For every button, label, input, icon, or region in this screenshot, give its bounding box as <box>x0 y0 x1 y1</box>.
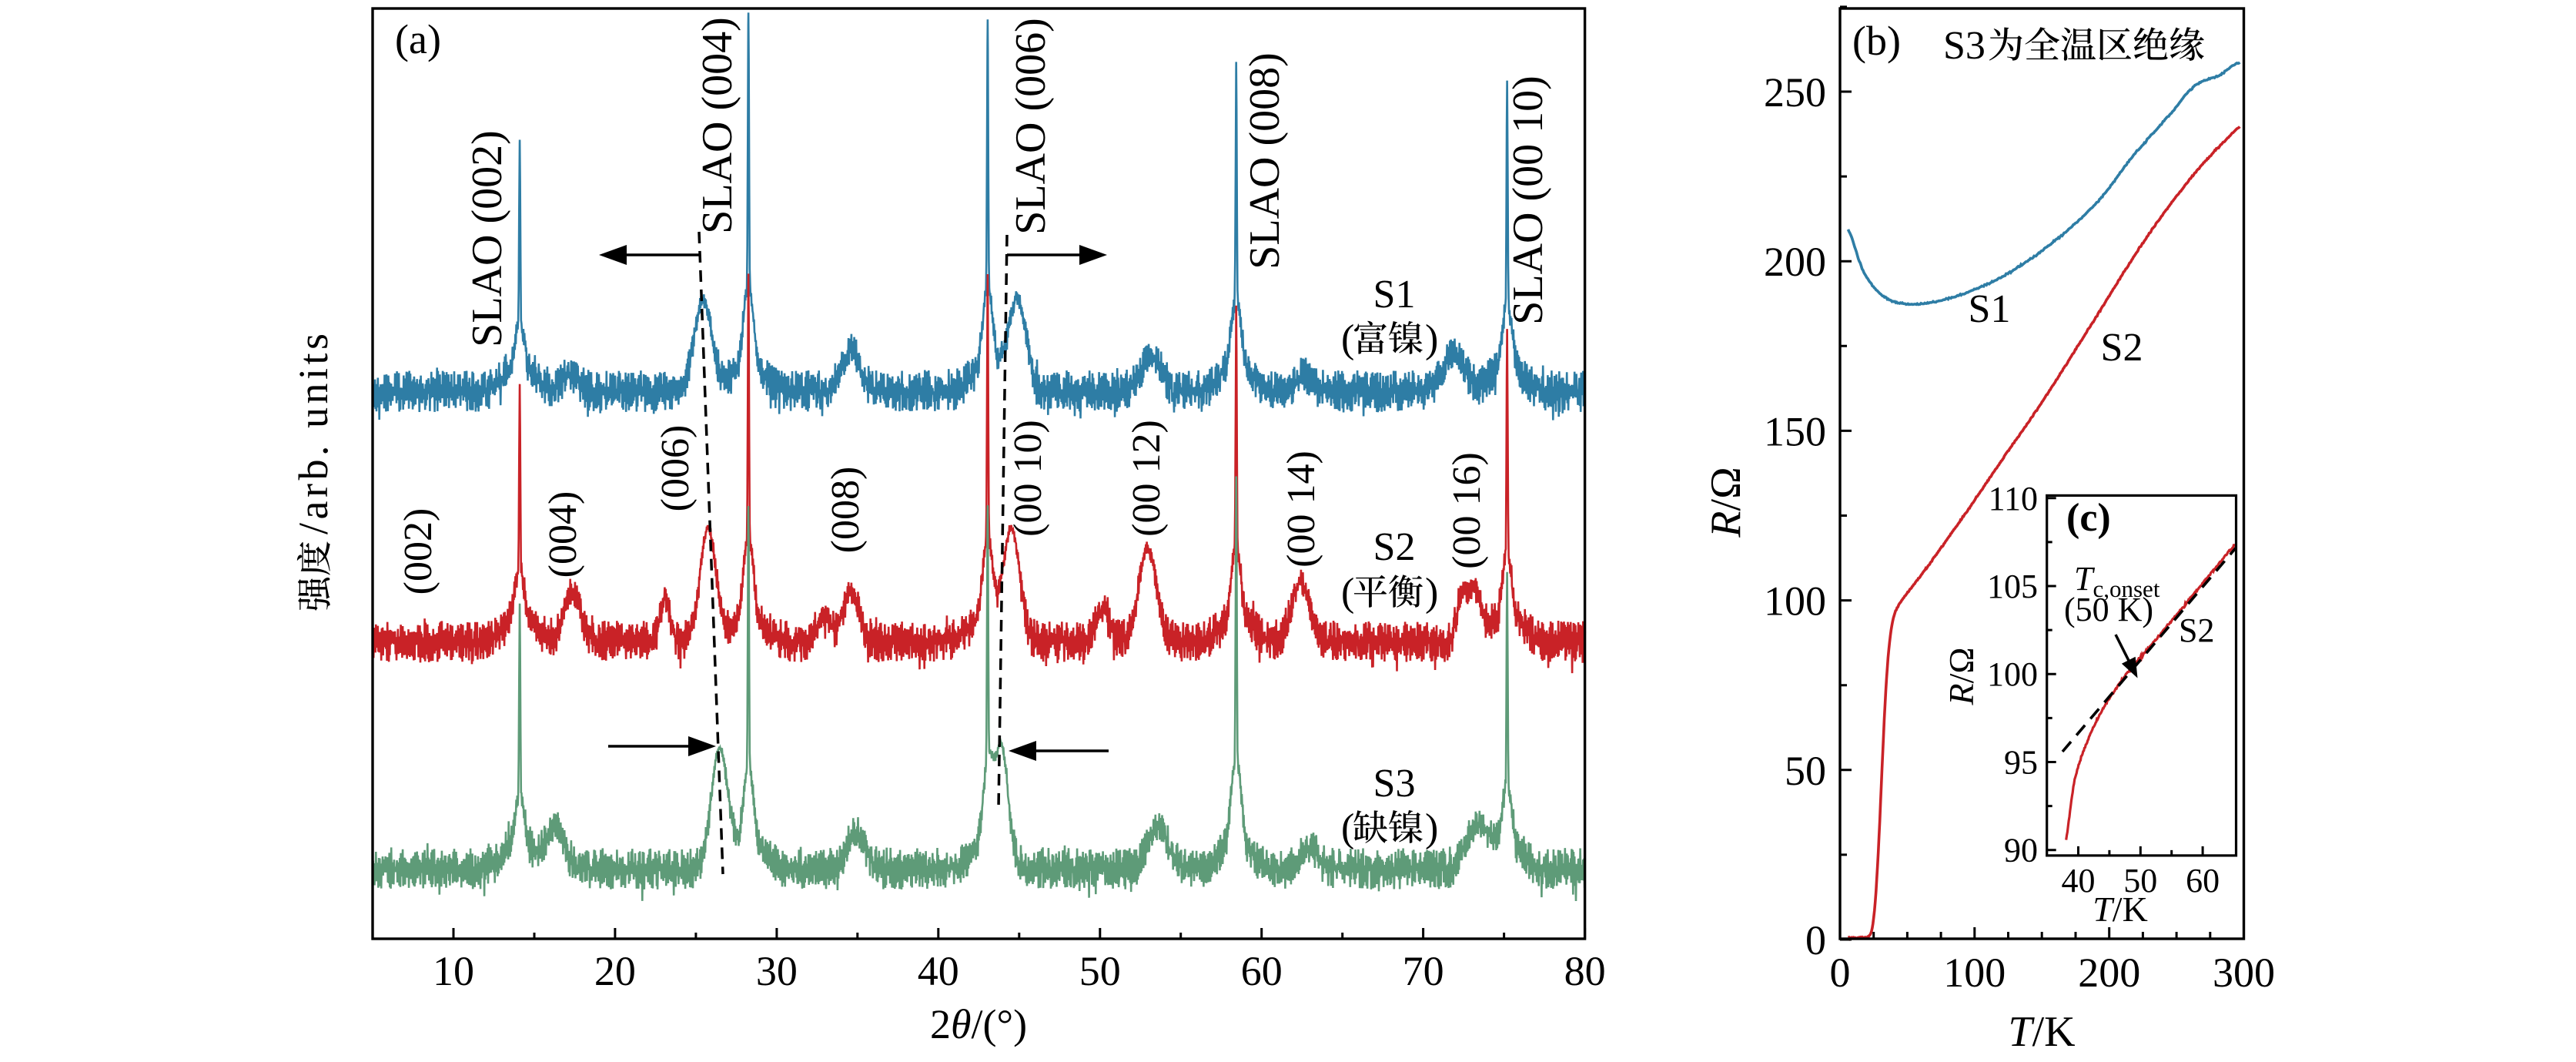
svg-text:(b): (b) <box>1852 18 1901 64</box>
svg-text:R/Ω: R/Ω <box>1942 647 1981 705</box>
svg-text:0: 0 <box>1830 950 1851 996</box>
svg-text:): ) <box>1425 806 1438 850</box>
svg-text:200: 200 <box>2078 950 2140 996</box>
svg-text:S2: S2 <box>1373 525 1416 569</box>
svg-text:(002): (002) <box>396 508 440 595</box>
svg-text:150: 150 <box>1764 408 1826 454</box>
svg-text:(00 16): (00 16) <box>1445 452 1489 569</box>
svg-text:S3: S3 <box>1373 762 1416 806</box>
svg-text:100: 100 <box>1987 655 2038 693</box>
svg-text:Tc,onset: Tc,onset <box>2074 560 2160 602</box>
svg-text:): ) <box>1425 317 1438 361</box>
svg-text:(50 K): (50 K) <box>2064 591 2153 628</box>
svg-text:(c): (c) <box>2066 496 2111 540</box>
svg-text:SLAO (004): SLAO (004) <box>694 17 741 234</box>
svg-text:100: 100 <box>1764 578 1826 625</box>
svg-text:(00 14): (00 14) <box>1280 451 1323 568</box>
svg-text:S3: S3 <box>1943 24 1986 68</box>
svg-text:T/K: T/K <box>2093 889 2148 929</box>
svg-text:(008): (008) <box>824 467 868 554</box>
svg-text:40: 40 <box>918 948 959 994</box>
svg-text:110: 110 <box>1989 480 2038 518</box>
svg-text:50: 50 <box>1785 748 1826 794</box>
svg-text:S2: S2 <box>2179 611 2214 649</box>
svg-text:T/K: T/K <box>2008 1008 2075 1056</box>
svg-text:80: 80 <box>1564 948 1606 994</box>
svg-text:50: 50 <box>2123 862 2157 900</box>
svg-text:/arb. units: /arb. units <box>290 330 336 534</box>
svg-text:30: 30 <box>756 948 798 994</box>
svg-text:(00 12): (00 12) <box>1125 420 1169 537</box>
svg-text:(: ( <box>1341 317 1354 361</box>
svg-text:S1: S1 <box>1969 287 2011 331</box>
svg-text:): ) <box>1425 571 1438 615</box>
svg-text:S2: S2 <box>2101 326 2143 370</box>
svg-text:(a): (a) <box>395 16 441 62</box>
svg-text:(: ( <box>1341 806 1354 850</box>
svg-text:(: ( <box>1341 571 1354 615</box>
svg-text:95: 95 <box>2004 744 2038 782</box>
svg-text:40: 40 <box>2062 862 2096 900</box>
svg-text:SLAO (00 10): SLAO (00 10) <box>1504 75 1552 325</box>
svg-text:60: 60 <box>1241 948 1283 994</box>
svg-text:SLAO (008): SLAO (008) <box>1241 52 1289 270</box>
svg-text:(006): (006) <box>654 425 698 512</box>
svg-text:50: 50 <box>1079 948 1121 994</box>
svg-text:10: 10 <box>433 948 474 994</box>
svg-text:60: 60 <box>2186 862 2220 900</box>
svg-text:105: 105 <box>1987 568 2038 605</box>
svg-text:R/Ω: R/Ω <box>1702 467 1750 538</box>
svg-text:100: 100 <box>1943 950 2006 996</box>
svg-text:0: 0 <box>1805 917 1826 963</box>
svg-text:20: 20 <box>594 948 636 994</box>
svg-text:S1: S1 <box>1373 273 1416 317</box>
svg-text:SLAO (002): SLAO (002) <box>463 130 511 347</box>
svg-text:90: 90 <box>2004 832 2038 869</box>
svg-text:2θ/(°): 2θ/(°) <box>930 1001 1027 1047</box>
svg-text:(00 10): (00 10) <box>1006 420 1050 537</box>
svg-text:SLAO (006): SLAO (006) <box>1007 18 1055 235</box>
svg-text:200: 200 <box>1764 239 1826 285</box>
svg-text:(004): (004) <box>541 491 585 578</box>
svg-text:300: 300 <box>2213 950 2275 996</box>
svg-text:70: 70 <box>1403 948 1444 994</box>
svg-text:250: 250 <box>1764 69 1826 116</box>
